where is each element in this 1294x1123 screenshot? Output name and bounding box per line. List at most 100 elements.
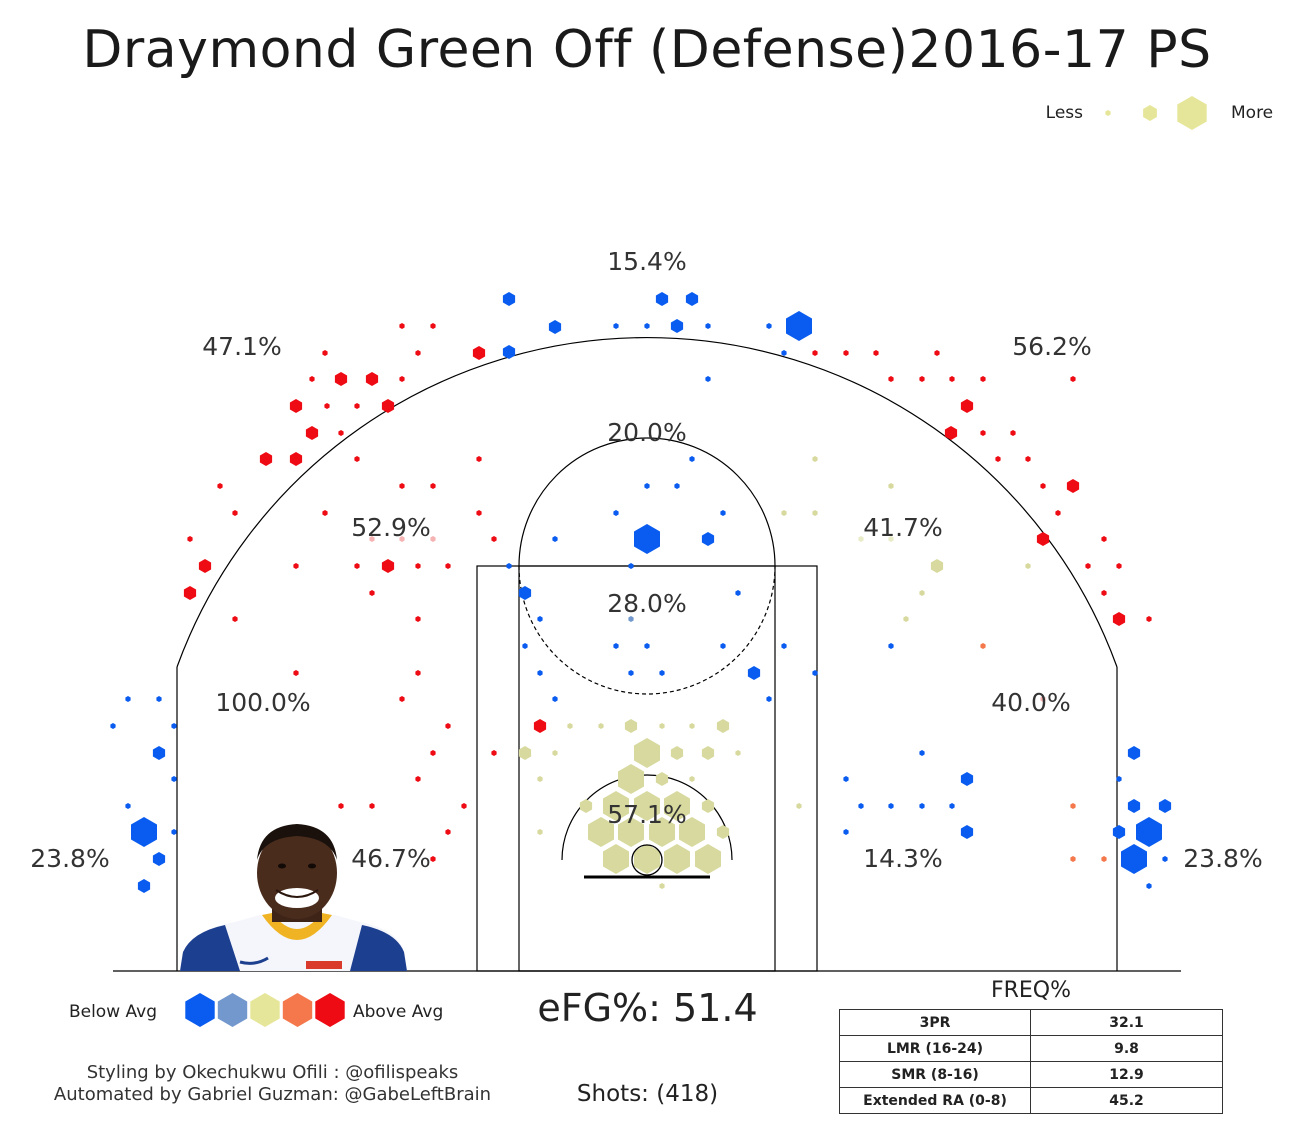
shot-hex	[322, 510, 328, 516]
shot-hex	[579, 799, 593, 813]
shot-hex	[634, 738, 660, 768]
shot-hex	[1127, 746, 1141, 760]
shot-hex	[567, 723, 573, 729]
hexbin-layer	[110, 292, 1172, 893]
shot-hex	[152, 852, 166, 866]
shot-hex	[980, 430, 986, 436]
shot-hex	[537, 829, 543, 835]
shot-hex	[1070, 376, 1076, 382]
shot-hex	[786, 311, 812, 341]
shot-hex	[338, 803, 344, 809]
shot-hex	[628, 670, 634, 676]
shot-hex	[812, 510, 818, 516]
zone-label-left-corner-3: 23.8%	[30, 844, 109, 873]
paint-inner	[518, 565, 776, 972]
shot-hex	[171, 723, 177, 729]
shot-hex	[919, 803, 925, 809]
shot-hex	[1116, 563, 1122, 569]
shot-hex	[689, 776, 695, 782]
shot-hex	[1127, 799, 1141, 813]
shot-hex	[628, 616, 634, 622]
shot-hex	[537, 616, 543, 622]
shot-hex	[1112, 825, 1126, 839]
shot-hex	[624, 719, 638, 733]
color-legend-above: Above Avg	[353, 1002, 443, 1022]
shot-hex	[644, 643, 650, 649]
shot-hex	[858, 536, 864, 542]
shot-hex	[980, 376, 986, 382]
shot-hex	[685, 292, 699, 306]
shot-hex	[670, 319, 684, 333]
shot-hex	[1101, 536, 1107, 542]
shot-hex	[502, 345, 516, 359]
shot-hex	[334, 372, 348, 386]
credit-styling: Styling by Okechukwu Ofili : @ofilispeak…	[86, 1062, 459, 1083]
freq-label: Extended RA (0-8)	[839, 1087, 1031, 1114]
shot-hex	[125, 696, 131, 702]
shot-hex	[430, 323, 436, 329]
shot-hex	[415, 776, 421, 782]
shot-hex	[289, 452, 303, 466]
shot-hex	[796, 803, 802, 809]
shot-hex	[644, 483, 650, 489]
shot-hex	[949, 803, 955, 809]
shot-hex	[293, 670, 299, 676]
shot-hex	[980, 643, 986, 649]
shot-hex	[369, 803, 375, 809]
shot-hex	[664, 844, 690, 874]
shot-hex	[720, 510, 726, 516]
shot-hex	[843, 829, 849, 835]
shot-hex	[1025, 563, 1031, 569]
shot-hex	[655, 292, 669, 306]
shot-hex	[919, 376, 925, 382]
shot-hex	[995, 456, 1001, 462]
free-throw-circle-top	[518, 437, 776, 567]
shot-hex	[735, 750, 741, 756]
shot-hex	[430, 856, 436, 862]
shot-hex	[1066, 479, 1080, 493]
shot-hex	[888, 376, 894, 382]
shot-hex	[949, 376, 955, 382]
shot-hex	[674, 483, 680, 489]
shot-hex	[381, 399, 395, 413]
shot-hex	[1070, 856, 1076, 862]
shot-hex	[812, 350, 818, 356]
shot-hex	[324, 403, 330, 409]
shot-hex	[369, 536, 375, 542]
shot-hex	[930, 559, 944, 573]
free-throw-circle-bottom	[518, 565, 776, 695]
shot-hex	[701, 799, 715, 813]
shot-hex	[888, 803, 894, 809]
credits: Styling by Okechukwu Ofili : @ofilispeak…	[30, 1062, 515, 1106]
shot-hex	[1116, 776, 1122, 782]
table-row: SMR (8-16) 12.9	[839, 1061, 1223, 1088]
freq-table: 3PR 32.1 LMR (16-24) 9.8 SMR (8-16) 12.9…	[839, 1009, 1223, 1114]
shot-hex	[720, 643, 726, 649]
shot-hex	[183, 586, 197, 600]
shot-hex	[354, 456, 360, 462]
shot-hex	[1101, 856, 1107, 862]
shot-hex	[588, 817, 614, 847]
shot-hex	[634, 791, 660, 821]
shot-hex	[552, 696, 558, 702]
shot-hex	[960, 825, 974, 839]
shot-hex	[552, 536, 558, 542]
shot-hex	[131, 817, 157, 847]
shot-hex	[1040, 696, 1046, 702]
shot-hex	[689, 723, 695, 729]
shot-hex	[1146, 883, 1152, 889]
shot-hex	[705, 323, 711, 329]
shot-hex	[491, 750, 497, 756]
paint-outer	[476, 565, 818, 972]
freq-label: SMR (8-16)	[839, 1061, 1031, 1088]
shot-hex	[415, 563, 421, 569]
shot-hex	[322, 350, 328, 356]
zone-label-top-3: 15.4%	[607, 247, 686, 276]
shot-hex	[518, 746, 532, 760]
size-legend-large	[1177, 96, 1207, 130]
shot-hex	[679, 817, 705, 847]
color-legend-below: Below Avg	[69, 1002, 157, 1022]
shot-hex	[858, 803, 864, 809]
shot-hex	[766, 696, 772, 702]
shot-hex	[232, 510, 238, 516]
